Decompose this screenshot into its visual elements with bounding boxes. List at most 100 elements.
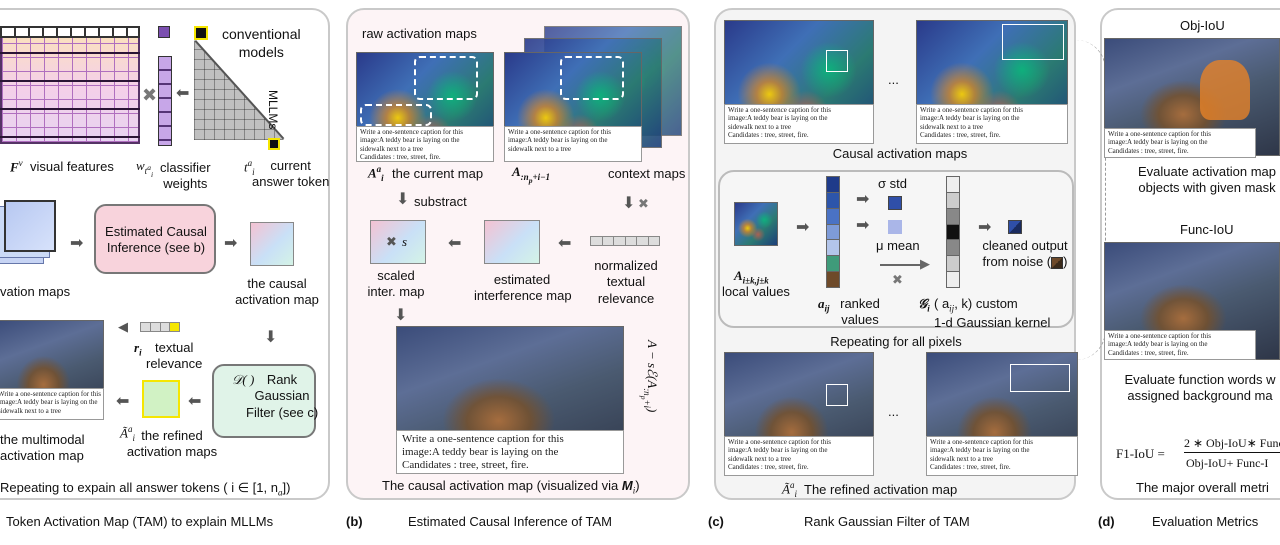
obj-iou-mask: [1200, 60, 1250, 120]
normalized-relevance-bar: [590, 236, 660, 246]
scaled-inter-map-square: [370, 220, 426, 264]
conventional-marker: [194, 26, 208, 40]
arrow-to-std: ➡: [856, 191, 870, 208]
arrow-left-interference: ⬅: [558, 235, 572, 252]
multimodal-map-caption: Write a one-sentence caption for this ima…: [0, 388, 104, 420]
arrow-left-relevance: ◀: [118, 319, 128, 334]
sigma-std-label: σ std: [878, 176, 907, 191]
refined-thumb-1-caption: Write a one-sentence caption for this ima…: [724, 436, 874, 476]
causal-thumb-2-caption: Write a one-sentence caption for this ima…: [916, 104, 1068, 144]
textual-relevance-symbol: ri: [134, 340, 142, 358]
current-map-caption: Write a one-sentence caption for this ima…: [356, 126, 494, 162]
caption-d: Evaluation Metrics: [1152, 514, 1259, 529]
context-maps-symbol: A:np+i−1: [512, 164, 551, 185]
overall-metric-label: The major overall metri: [1136, 480, 1269, 495]
causal-map-caption: The causal activation map (visualized vi…: [382, 478, 640, 496]
cleaned-output-square: [1008, 220, 1022, 234]
arrow-to-causal-map: ➡: [224, 235, 238, 252]
context-multiply: ✖: [638, 196, 649, 211]
caption-c-letter: (c): [708, 514, 724, 529]
refined-map-square: [142, 380, 180, 418]
obj-iou-caption: Write a one-sentence caption for this ima…: [1104, 128, 1256, 158]
textual-relevance-bar: [140, 322, 180, 332]
local-values-patch: [734, 202, 778, 246]
refined-map-region-box: [1010, 364, 1070, 392]
cleaned-output-label: cleaned output from noise (): [982, 238, 1068, 270]
mean-square: [888, 220, 902, 234]
f1-iou-denominator: Obj-IoU+ Func-I: [1186, 456, 1269, 470]
panel-a: [0, 8, 330, 500]
f1-iou-fraction-line: [1184, 452, 1280, 453]
refined-maps-symbol: Ãai: [120, 424, 135, 443]
context-maps-label: context maps: [608, 166, 686, 181]
visual-features-label: visual features: [30, 159, 114, 174]
arrow-down-causal: ⬇: [394, 307, 408, 324]
raw-activation-maps-label: raw activation maps: [362, 26, 477, 41]
func-iou-description: Evaluate function words w assigned backg…: [1124, 372, 1276, 404]
rank-gaussian-filter-label: Rank Gaussian Filter (see c): [246, 372, 319, 420]
repeating-answer-tokens: Repeating to expain all answer tokens ( …: [0, 480, 291, 498]
refined-maps-ellipsis: ...: [888, 404, 899, 419]
local-values-symbol: Ai±k,j±k: [734, 268, 769, 286]
visual-features-symbol: Fv: [10, 158, 23, 175]
arrow-to-ranked: ➡: [796, 219, 810, 236]
conventional-models-label: conventional models: [222, 26, 301, 60]
causal-formula-vertical: A − sℰ(A:np+i): [639, 340, 660, 413]
arrow-left-scaled: ⬅: [448, 235, 462, 252]
textual-relevance-label: textual relevance: [146, 340, 203, 372]
causal-map-patch-box: [826, 50, 848, 72]
caption-c: Rank Gaussian Filter of TAM: [804, 514, 970, 529]
causal-activation-maps-label: Causal activation maps: [832, 146, 968, 161]
current-map-dashed-region-1: [360, 104, 432, 126]
arrow-down-substract: ⬇: [396, 191, 410, 208]
obj-iou-description: Evaluate activation map objects with giv…: [1137, 164, 1277, 196]
arrow-to-cleaned: ➡: [978, 219, 992, 236]
refined-activation-maps-label: the refined activation maps: [126, 428, 218, 460]
multiply-sign: ✖: [142, 85, 158, 105]
arrow-left-weights: ⬅: [176, 85, 190, 102]
arrow-down-rank: ⬇: [264, 329, 278, 346]
caption-b-letter: (b): [346, 514, 363, 529]
f1-iou-numerator: 2 ∗ Obj-IoU∗ Func: [1184, 436, 1280, 450]
classifier-weight-column: [158, 56, 172, 146]
causal-maps-ellipsis: ...: [888, 72, 899, 87]
refined-activation-map-label: The refined activation map: [804, 482, 958, 497]
classifier-weights-label: classifier weights: [160, 160, 211, 192]
ranked-values-label: ranked values: [840, 296, 880, 328]
context-map-dashed-region: [560, 56, 624, 100]
scaled-multiply: ✖: [386, 234, 397, 249]
gaussian-kernel-label: ( aij, k) custom 1-d Gaussian kernel: [934, 296, 1051, 330]
classifier-weight-square: [158, 26, 170, 38]
std-square: [888, 196, 902, 210]
causal-activation-result-caption: Write a one-sentence caption for this ima…: [396, 430, 624, 474]
estimated-interference-label: estimated interference map: [474, 272, 572, 304]
feature-grid-dark-rows: [0, 26, 140, 144]
ranked-values-symbol: aij: [818, 296, 830, 314]
panel-d: [1100, 8, 1280, 500]
scaled-inter-map-label: scaled inter. map: [367, 268, 425, 300]
arrow-down-context: ⬇: [622, 195, 636, 212]
answer-token-symbol: tai: [244, 158, 255, 177]
current-map-label: the current map: [392, 166, 484, 181]
mllms-label: MLLMs: [266, 90, 280, 130]
f1-iou-lhs: F1-IoU =: [1116, 446, 1165, 461]
refined-map-symbol: Ãai: [782, 480, 797, 499]
rank-gaussian-filter-box: [212, 364, 316, 438]
estimated-interference-square: [484, 220, 540, 264]
caption-d-letter: (d): [1098, 514, 1115, 529]
causal-activation-map-label: the causal activation map: [235, 276, 319, 308]
estimated-causal-inference-box: [94, 204, 216, 274]
gaussian-arrow-head: ▶: [920, 256, 930, 271]
gaussian-kernel-symbol: 𝒢i: [918, 296, 930, 314]
caption-a: Token Activation Map (TAM) to explain ML…: [6, 514, 274, 529]
causal-thumb-1-caption: Write a one-sentence caption for this ima…: [724, 104, 874, 144]
arrow-left-multimodal: ⬅: [116, 393, 130, 410]
arrow-to-causal-box: ➡: [70, 235, 84, 252]
caption-b: Estimated Causal Inference of TAM: [408, 514, 613, 529]
substract-label: substract: [414, 194, 467, 209]
current-map-symbol: Aai: [368, 164, 384, 183]
current-map-dashed-region-2: [414, 56, 478, 100]
local-values-label: local values: [722, 284, 790, 299]
stacked-map-front: [4, 200, 56, 252]
context-map-caption: Write a one-sentence caption for this ima…: [504, 126, 642, 162]
